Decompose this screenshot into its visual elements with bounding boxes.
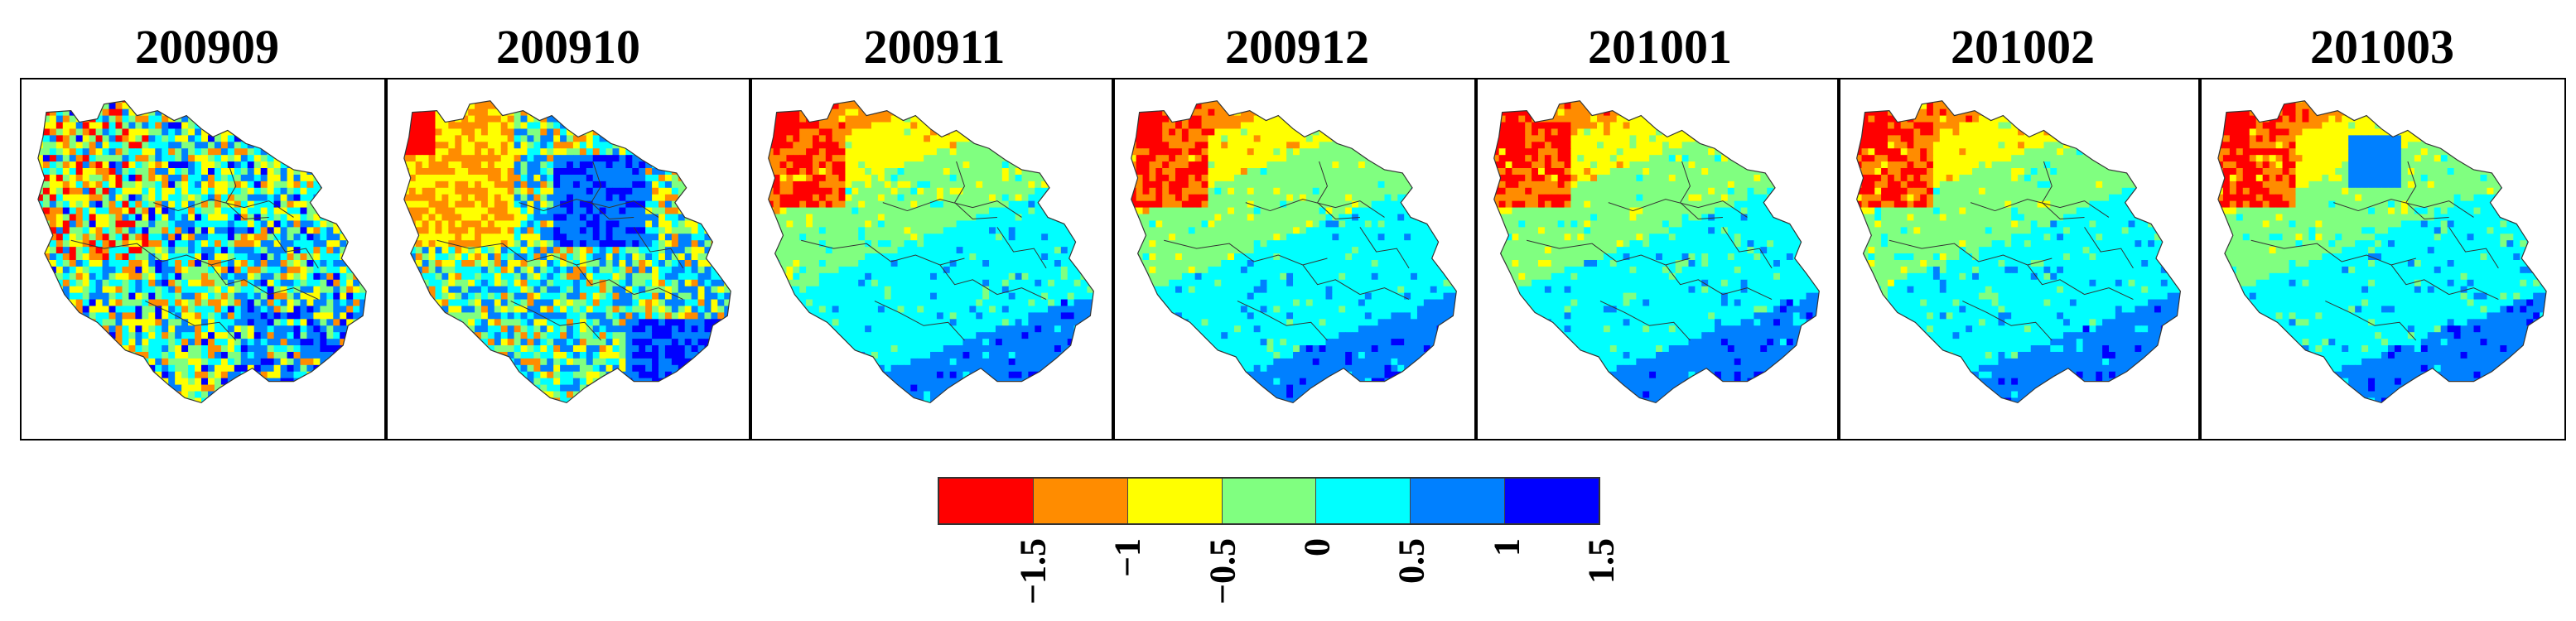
panel-title: 201002 — [1951, 20, 2095, 74]
legend-tick-label: −0.5 — [1202, 538, 1243, 605]
map-panel — [386, 78, 750, 440]
province-boundary — [1722, 227, 1773, 269]
province-boundary — [2041, 161, 2085, 219]
legend-tick-label: −1 — [1107, 538, 1148, 578]
province-boundary — [510, 301, 602, 341]
legend-swatch — [939, 479, 1034, 523]
province-boundary — [2405, 161, 2449, 219]
province-boundary — [591, 161, 634, 219]
province-boundary — [153, 199, 294, 218]
map-panel — [20, 78, 386, 440]
province-boundary — [633, 227, 684, 269]
anomaly-map — [37, 100, 367, 404]
province-boundary — [268, 227, 319, 269]
province-boundary — [210, 264, 319, 301]
province-boundary — [1245, 199, 1385, 218]
province-boundary — [2325, 301, 2417, 341]
map-panel — [2200, 78, 2566, 440]
province-boundary — [882, 199, 1022, 218]
province-boundary — [2333, 199, 2474, 218]
panel-title: 200909 — [135, 20, 279, 74]
legend-swatch — [1033, 479, 1128, 523]
legend-swatch — [1411, 479, 1506, 523]
province-boundary — [939, 264, 1047, 301]
province-boundary — [1679, 161, 1723, 219]
legend-swatch — [1505, 479, 1599, 523]
anomaly-map — [1493, 100, 1820, 404]
panel-title: 200912 — [1225, 20, 1369, 74]
map-panel — [1476, 78, 1839, 440]
color-legend — [938, 477, 1600, 525]
legend-tick-label: 1 — [1486, 538, 1527, 556]
anomaly-map — [1856, 100, 2182, 404]
anomaly-map — [768, 100, 1094, 404]
panel-title: 200911 — [863, 20, 1006, 74]
legend-tick-label: 0 — [1296, 538, 1338, 556]
region-outline — [2217, 100, 2547, 404]
legend-swatch — [1316, 479, 1411, 523]
region-outline — [1131, 100, 1457, 404]
legend-tick-label: −1.5 — [1012, 538, 1054, 605]
province-boundary — [996, 227, 1047, 269]
region-outline — [37, 100, 367, 404]
province-boundary — [1608, 199, 1748, 218]
province-boundary — [2448, 227, 2499, 269]
region-outline — [403, 100, 731, 404]
legend-swatch — [1222, 479, 1317, 523]
province-boundary — [1889, 239, 2053, 266]
legend-tick-label: 1.5 — [1580, 538, 1622, 584]
province-boundary — [519, 199, 659, 218]
province-boundary — [1302, 264, 1410, 301]
province-boundary — [2084, 227, 2134, 269]
anomaly-map — [1131, 100, 1457, 404]
province-boundary — [1316, 161, 1360, 219]
province-boundary — [145, 301, 237, 341]
map-panel — [1839, 78, 2200, 440]
province-boundary — [1962, 301, 2053, 341]
province-boundary — [1359, 227, 1410, 269]
region-outline — [1856, 100, 2182, 404]
province-boundary — [953, 161, 997, 219]
panel-title: 200910 — [496, 20, 640, 74]
legend-tick-label: 0.5 — [1391, 538, 1432, 584]
map-panel — [750, 78, 1113, 440]
panel-title: 201001 — [1588, 20, 1732, 74]
anomaly-map — [2217, 100, 2547, 404]
map-panel — [1113, 78, 1476, 440]
region-outline — [1493, 100, 1820, 404]
region-outline — [768, 100, 1094, 404]
province-boundary — [1599, 301, 1691, 341]
province-boundary — [1237, 301, 1328, 341]
province-boundary — [1665, 264, 1773, 301]
province-boundary — [874, 301, 965, 341]
province-boundary — [1970, 199, 2110, 218]
province-boundary — [2027, 264, 2134, 301]
province-boundary — [2390, 264, 2499, 301]
anomaly-map — [403, 100, 731, 404]
province-boundary — [225, 161, 269, 219]
legend-swatch — [1127, 479, 1223, 523]
panel-title: 201003 — [2310, 20, 2454, 74]
province-boundary — [576, 264, 683, 301]
